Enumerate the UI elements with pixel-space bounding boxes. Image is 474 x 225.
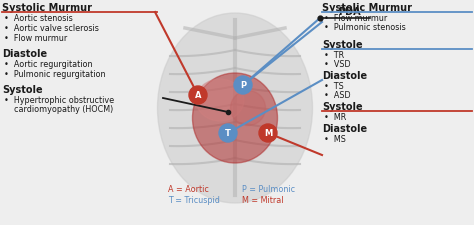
Text: •  Flow murmur: • Flow murmur: [324, 14, 387, 23]
Text: P: P: [240, 81, 246, 90]
Text: cardiomyopathy (HOCM): cardiomyopathy (HOCM): [4, 105, 113, 114]
Text: •  TR: • TR: [324, 51, 344, 60]
Text: A = Aortic: A = Aortic: [168, 185, 209, 194]
Text: Systolic Murmur: Systolic Murmur: [2, 3, 92, 13]
Text: •  Aortic valve sclerosis: • Aortic valve sclerosis: [4, 24, 99, 33]
Text: M = Mitral: M = Mitral: [242, 196, 283, 205]
Text: Diastole: Diastole: [322, 124, 367, 134]
Text: •  MS: • MS: [324, 135, 346, 144]
Text: PDA: PDA: [338, 7, 361, 17]
Ellipse shape: [230, 90, 265, 126]
Circle shape: [234, 76, 252, 94]
Text: •  Pulmonic stenosis: • Pulmonic stenosis: [324, 23, 406, 32]
Circle shape: [219, 124, 237, 142]
Text: •  Pulmonic regurgitation: • Pulmonic regurgitation: [4, 70, 106, 79]
Text: •  Hypertrophic obstructive: • Hypertrophic obstructive: [4, 96, 114, 105]
Text: Systole: Systole: [322, 102, 363, 112]
Text: •  Flow murmur: • Flow murmur: [4, 34, 67, 43]
Text: Systole: Systole: [322, 40, 363, 50]
Text: Systole: Systole: [2, 85, 43, 95]
Text: M: M: [264, 128, 272, 137]
Circle shape: [189, 86, 207, 104]
Circle shape: [259, 124, 277, 142]
Text: Diastole: Diastole: [322, 71, 367, 81]
Text: P = Pulmonic: P = Pulmonic: [242, 185, 295, 194]
Text: •  MR: • MR: [324, 113, 346, 122]
Text: •  Aortic stenosis: • Aortic stenosis: [4, 14, 73, 23]
Text: A: A: [195, 90, 201, 99]
Text: Systolic Murmur: Systolic Murmur: [322, 3, 412, 13]
Text: T = Tricuspid: T = Tricuspid: [168, 196, 220, 205]
Text: •  ASD: • ASD: [324, 91, 351, 100]
Text: •  TS: • TS: [324, 82, 344, 91]
Text: •  VSD: • VSD: [324, 60, 351, 69]
Text: T: T: [225, 128, 231, 137]
Ellipse shape: [196, 79, 244, 121]
Ellipse shape: [192, 73, 277, 163]
Ellipse shape: [157, 13, 312, 203]
Text: •  Aortic regurgitation: • Aortic regurgitation: [4, 60, 92, 69]
Text: Diastole: Diastole: [2, 49, 47, 59]
